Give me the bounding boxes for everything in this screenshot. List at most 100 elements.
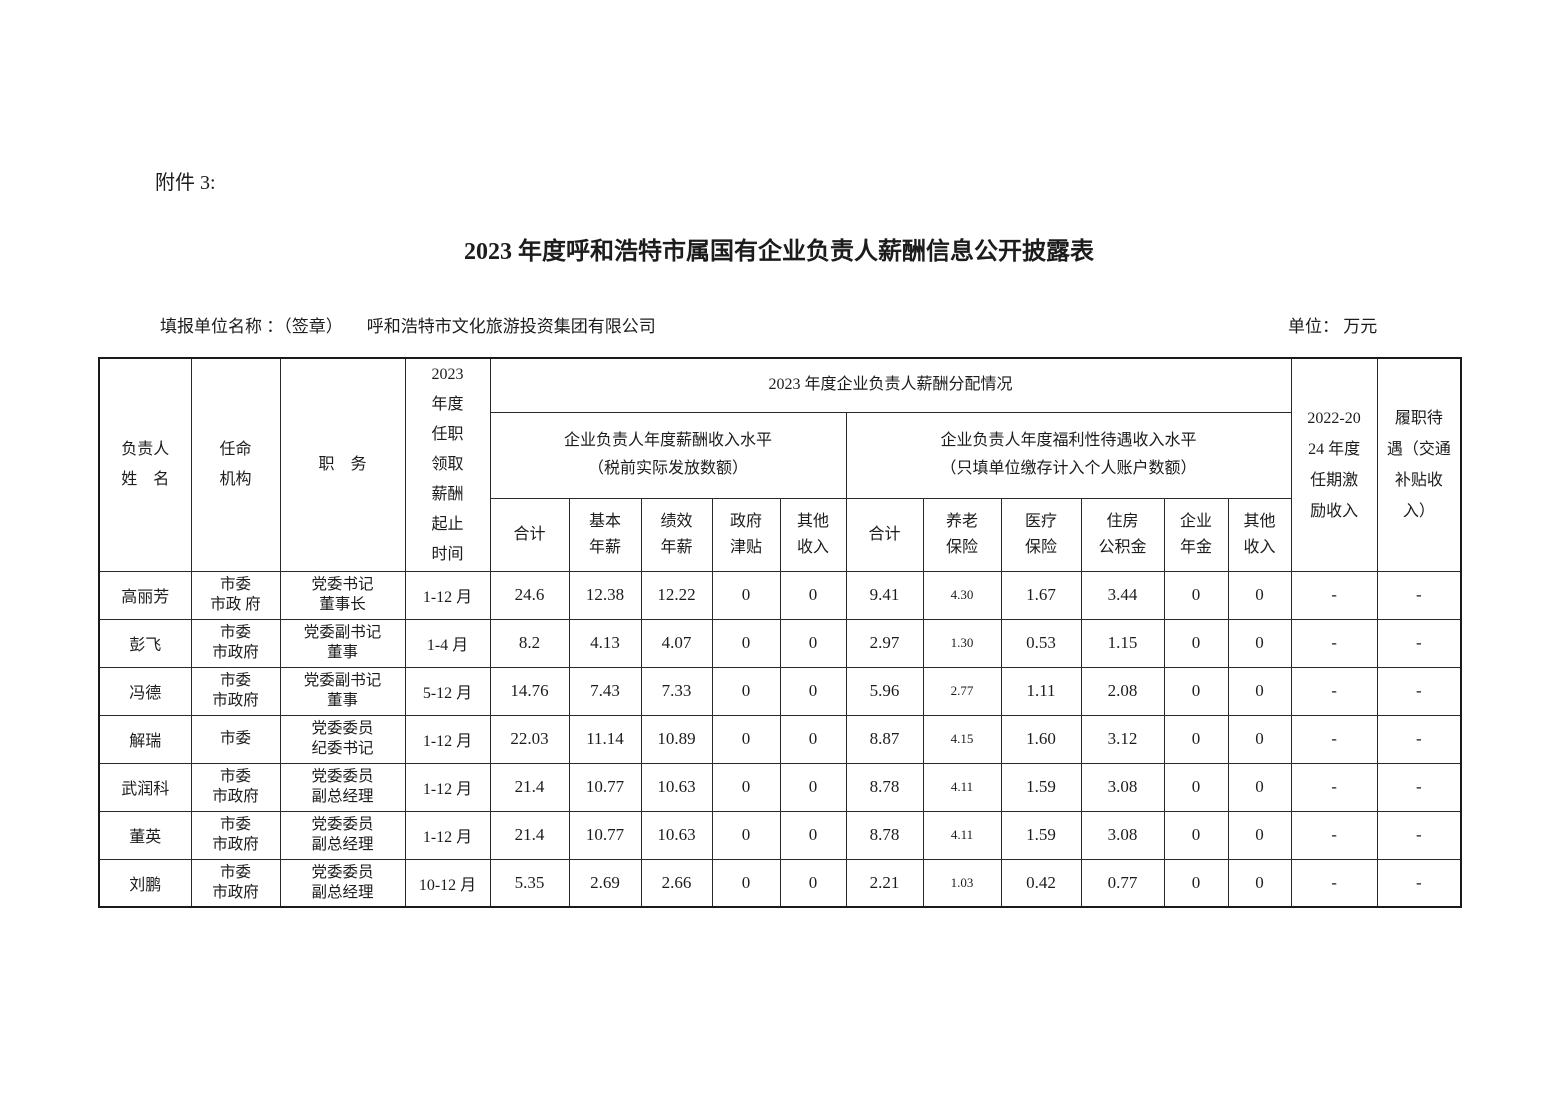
cell-medical-insurance: 1.59 xyxy=(1000,810,1082,860)
cell-welfare-total: 8.78 xyxy=(845,762,924,812)
cell-gov-allowance: 0 xyxy=(711,762,781,812)
cell-other-welfare: 0 xyxy=(1227,570,1292,620)
cell-agency: 市委 市政 府 xyxy=(190,570,281,620)
cell-housing-fund: 3.12 xyxy=(1080,714,1165,764)
table-row: 董英 市委 市政府 党委委员 副总经理 1-12 月 21.4 10.77 10.63 0 0 8… xyxy=(98,810,1462,860)
cell-gov-allowance: 0 xyxy=(711,810,781,860)
cell-tenure-incentive: - xyxy=(1290,762,1378,812)
cell-position: 党委副书记 董事 xyxy=(279,618,406,668)
cell-enterprise-annuity: 0 xyxy=(1163,762,1229,812)
cell-tenure-incentive: - xyxy=(1290,666,1378,716)
cell-medical-insurance: 1.59 xyxy=(1000,762,1082,812)
cell-other-welfare: 0 xyxy=(1227,858,1292,908)
cell-performance-salary: 4.07 xyxy=(640,618,713,668)
header-row-2: 企业负责人年度薪酬收入水平 （税前实际发放数额） 企业负责人年度福利性待遇收入水… xyxy=(99,411,1461,499)
cell-welfare-total: 9.41 xyxy=(845,570,924,620)
cell-salary-total: 21.4 xyxy=(489,762,570,812)
cell-base-salary: 11.14 xyxy=(568,714,642,764)
cell-base-salary: 12.38 xyxy=(568,570,642,620)
cell-agency: 市委 市政府 xyxy=(190,618,281,668)
page-title: 2023 年度呼和浩特市属国有企业负责人薪酬信息公开披露表 xyxy=(464,239,1094,265)
cell-medical-insurance: 0.53 xyxy=(1000,618,1082,668)
cell-period: 1-12 月 xyxy=(404,570,491,620)
header-pension-insurance: 养老 保险 xyxy=(922,497,1002,572)
header-other-welfare: 其他 收入 xyxy=(1227,497,1292,572)
cell-other-welfare: 0 xyxy=(1227,810,1292,860)
cell-period: 1-12 月 xyxy=(404,762,491,812)
header-housing-fund: 住房 公积金 xyxy=(1080,497,1165,572)
cell-agency: 市委 市政府 xyxy=(190,762,281,812)
header-base-salary: 基本 年薪 xyxy=(568,497,642,572)
header-enterprise-annuity: 企业 年金 xyxy=(1163,497,1229,572)
cell-pension-insurance: 4.11 xyxy=(922,762,1002,812)
cell-medical-insurance: 0.42 xyxy=(1000,858,1082,908)
table-row: 彭飞 市委 市政府 党委副书记 董事 1-4 月 8.2 4.13 4.07 0 0 2.97 1.… xyxy=(98,618,1462,668)
header-performance-salary: 绩效 年薪 xyxy=(640,497,713,572)
cell-salary-total: 5.35 xyxy=(489,858,570,908)
cell-housing-fund: 2.08 xyxy=(1080,666,1165,716)
cell-agency: 市委 市政府 xyxy=(190,858,281,908)
cell-period: 1-12 月 xyxy=(404,810,491,860)
cell-position: 党委副书记 董事 xyxy=(279,666,406,716)
header-position: 职 务 xyxy=(279,357,406,572)
cell-base-salary: 10.77 xyxy=(568,810,642,860)
cell-period: 1-12 月 xyxy=(404,714,491,764)
cell-enterprise-annuity: 0 xyxy=(1163,618,1229,668)
cell-duty-allowance: - xyxy=(1376,810,1462,860)
cell-pension-insurance: 2.77 xyxy=(922,666,1002,716)
cell-agency: 市委 xyxy=(190,714,281,764)
cell-enterprise-annuity: 0 xyxy=(1163,714,1229,764)
header-agency: 任命 机构 xyxy=(190,357,281,572)
header-name: 负责人 姓 名 xyxy=(98,357,192,572)
cell-other-income: 0 xyxy=(779,858,847,908)
cell-duty-allowance: - xyxy=(1376,858,1462,908)
header-gov-allowance: 政府 津贴 xyxy=(711,497,781,572)
form-unit-value: 呼和浩特市文化旅游投资集团有限公司 xyxy=(366,317,656,336)
cell-welfare-total: 2.97 xyxy=(845,618,924,668)
cell-other-income: 0 xyxy=(779,810,847,860)
cell-welfare-total: 8.87 xyxy=(845,714,924,764)
cell-other-income: 0 xyxy=(779,618,847,668)
cell-position: 党委委员 纪委书记 xyxy=(279,714,406,764)
header-medical-insurance: 医疗 保险 xyxy=(1000,497,1082,572)
header-row-1: 负责人 姓 名 任命 机构 职 务 2023 年度 任职 领取 薪酬 起止 时间… xyxy=(98,357,1462,572)
table-row: 刘鹏 市委 市政府 党委委员 副总经理 10-12 月 5.35 2.69 2.66 0 0 2.… xyxy=(98,858,1462,908)
cell-enterprise-annuity: 0 xyxy=(1163,666,1229,716)
cell-welfare-total: 8.78 xyxy=(845,810,924,860)
table-row: 解瑞 市委 党委委员 纪委书记 1-12 月 22.03 11.14 10.89 0 0 8.87… xyxy=(98,714,1462,764)
cell-performance-salary: 10.63 xyxy=(640,810,713,860)
cell-duty-allowance: - xyxy=(1376,666,1462,716)
cell-other-welfare: 0 xyxy=(1227,714,1292,764)
cell-other-income: 0 xyxy=(779,570,847,620)
cell-name: 刘鹏 xyxy=(98,858,192,908)
cell-position: 党委委员 副总经理 xyxy=(279,858,406,908)
cell-duty-allowance: - xyxy=(1376,714,1462,764)
cell-tenure-incentive: - xyxy=(1290,618,1378,668)
table-row: 高丽芳 市委 市政 府党委书记 董事长 1-12 月 24.6 12.38 12.22 0 0… xyxy=(98,570,1462,620)
cell-pension-insurance: 4.30 xyxy=(922,570,1002,620)
unit-label: 单位： 万元 xyxy=(1288,317,1378,336)
cell-salary-total: 21.4 xyxy=(489,810,570,860)
cell-enterprise-annuity: 0 xyxy=(1163,858,1229,908)
cell-name: 高丽芳 xyxy=(98,570,192,620)
cell-other-welfare: 0 xyxy=(1227,618,1292,668)
cell-other-income: 0 xyxy=(779,762,847,812)
cell-enterprise-annuity: 0 xyxy=(1163,810,1229,860)
cell-other-income: 0 xyxy=(779,714,847,764)
cell-medical-insurance: 1.67 xyxy=(1000,570,1082,620)
cell-name: 武润科 xyxy=(98,762,192,812)
cell-pension-insurance: 1.30 xyxy=(922,618,1002,668)
cell-salary-total: 24.6 xyxy=(489,570,570,620)
cell-duty-allowance: - xyxy=(1376,762,1462,812)
cell-base-salary: 7.43 xyxy=(568,666,642,716)
cell-welfare-total: 2.21 xyxy=(845,858,924,908)
cell-base-salary: 4.13 xyxy=(568,618,642,668)
cell-salary-total: 22.03 xyxy=(489,714,570,764)
header-group-main: 2023 年度企业负责人薪酬分配情况 xyxy=(489,357,1292,413)
cell-enterprise-annuity: 0 xyxy=(1163,570,1229,620)
cell-tenure-incentive: - xyxy=(1290,810,1378,860)
header-salary-total: 合计 xyxy=(489,497,570,572)
salary-table-body: 高丽芳 市委 市政 府党委书记 董事长 1-12 月 24.6 12.38 12.22 0 0… xyxy=(98,570,1462,908)
header-group-salary: 企业负责人年度薪酬收入水平 （税前实际发放数额） xyxy=(489,411,847,499)
